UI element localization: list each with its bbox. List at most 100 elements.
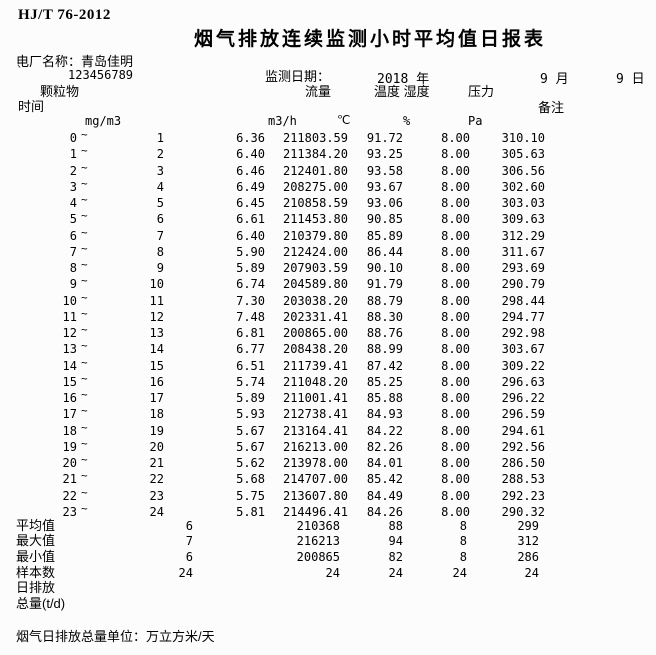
cell-dust: 6.40 [236, 147, 265, 162]
hour-range-tilde: ~ [81, 128, 88, 141]
cell-dust: 6.45 [236, 196, 265, 211]
cell-temp: 84.01 [366, 456, 403, 471]
hour-range-tilde: ~ [81, 404, 88, 418]
summary-row: 平均值 6 210368 88 8 299 [0, 518, 656, 534]
summary-row: 日排放 [0, 580, 656, 596]
cell-hour-start: 21 [62, 472, 77, 487]
cell-humidity: 8.00 [441, 358, 470, 373]
cell-hour-start: 8 [69, 261, 77, 276]
cell-pressure: 294.61 [501, 423, 545, 438]
cell-flow: 202331.41 [282, 309, 348, 324]
cell-humidity: 8.00 [441, 163, 470, 178]
cell-temp: 93.25 [366, 147, 403, 162]
cell-hour-start: 1 [69, 147, 77, 162]
cell-temp: 85.89 [366, 228, 403, 243]
cell-dust: 7 [185, 534, 193, 548]
cell-temp: 90.85 [366, 212, 403, 227]
cell-dust: 6.51 [236, 358, 265, 373]
cell-humidity: 8.00 [441, 423, 470, 438]
cell-pressure: 294.77 [501, 309, 545, 324]
table-row: 6 ~7 6.40 210379.80 85.89 8.00 312.29 [0, 226, 656, 244]
cell-flow: 213164.41 [282, 423, 348, 438]
cell-hour-end: 17 [149, 391, 164, 406]
cell-dust: 5.89 [236, 261, 265, 276]
cell-dust: 5.68 [236, 472, 265, 487]
hour-range-tilde: ~ [81, 306, 88, 320]
cell-humidity: 8.00 [441, 147, 470, 162]
cell-pressure: 303.03 [501, 196, 545, 211]
unit-temp: ℃ [337, 113, 351, 127]
cell-dust: 6.40 [236, 228, 265, 243]
cell-humidity: 8.00 [441, 407, 470, 422]
cell-hour-start: 10 [62, 293, 77, 308]
cell-flow: 210368 [296, 519, 340, 533]
hour-range-tilde: ~ [81, 436, 88, 450]
cell-dust: 6.77 [236, 342, 265, 357]
cell-hour-start: 14 [62, 358, 77, 373]
cell-pressure: 293.69 [501, 261, 545, 276]
cell-hour-end: 8 [156, 244, 164, 259]
cell-hour-start: 19 [62, 439, 77, 454]
cell-dust: 5.89 [236, 391, 265, 406]
cell-humidity: 8.00 [441, 326, 470, 341]
cell-hour-end: 22 [149, 472, 164, 487]
cell-pressure: 296.59 [501, 407, 545, 422]
cell-hour-start: 4 [69, 196, 77, 211]
cell-dust: 6.49 [236, 179, 265, 194]
cell-flow: 208438.20 [282, 342, 348, 357]
cell-hour-end: 14 [149, 342, 164, 357]
cell-pressure: 296.63 [501, 374, 545, 389]
summary-label: 日排放 [16, 580, 56, 595]
cell-temp: 94 [388, 534, 403, 548]
table-row: 11 ~12 7.48 202331.41 88.30 8.00 294.77 [0, 306, 656, 325]
column-header-pressure: 压力 [468, 84, 495, 99]
cell-temp: 90.10 [366, 261, 403, 276]
cell-pressure: 305.63 [501, 147, 545, 162]
table-row: 1 ~2 6.40 211384.20 93.25 8.00 305.63 [0, 144, 656, 162]
cell-humidity: 8 [459, 519, 467, 533]
cell-temp: 84.26 [366, 504, 403, 519]
cell-pressure: 309.22 [501, 358, 545, 373]
summary-row: 总量(t/d) [0, 596, 656, 612]
cell-dust: 6.74 [236, 277, 265, 292]
cell-flow: 212424.00 [282, 244, 348, 259]
cell-dust: 5.90 [236, 244, 265, 259]
hour-range-tilde: ~ [81, 355, 88, 369]
table-row: 9 ~10 6.74 204589.80 91.79 8.00 290.79 [0, 274, 656, 292]
column-header-flow: 流量 [305, 84, 332, 99]
cell-temp: 82.26 [366, 439, 403, 454]
table-row: 20 ~21 5.62 213978.00 84.01 8.00 286.50 [0, 453, 656, 471]
cell-hour-end: 6 [156, 212, 164, 227]
cell-flow: 203038.20 [282, 293, 348, 308]
date-day: 9 日 [616, 72, 645, 87]
cell-pressure: 290.79 [501, 277, 545, 292]
cell-humidity: 8.00 [441, 456, 470, 471]
cell-temp: 91.79 [366, 277, 403, 292]
cell-dust: 24 [178, 566, 193, 580]
cell-pressure: 292.23 [501, 488, 545, 503]
cell-pressure: 296.22 [501, 391, 545, 406]
cell-dust: 6.81 [236, 326, 265, 341]
table-row: 21 ~22 5.68 214707.00 85.42 8.00 288.53 [0, 469, 656, 487]
cell-humidity: 8.00 [441, 277, 470, 292]
cell-hour-end: 3 [156, 163, 164, 178]
hour-range-tilde: ~ [81, 388, 88, 402]
cell-temp: 85.25 [366, 374, 403, 389]
plant-name-value: 青岛佳明 [81, 54, 134, 69]
cell-hour-start: 20 [62, 456, 77, 471]
cell-temp: 93.67 [366, 179, 403, 194]
hour-range-tilde: ~ [81, 501, 88, 515]
cell-humidity: 8.00 [441, 439, 470, 454]
cell-temp: 82 [388, 550, 403, 564]
hour-range-tilde: ~ [81, 274, 88, 288]
cell-temp: 88.30 [366, 309, 403, 324]
cell-flow: 214707.00 [282, 472, 348, 487]
cell-dust: 5.75 [236, 488, 265, 503]
cell-temp: 87.42 [366, 358, 403, 373]
cell-hour-end: 11 [149, 293, 164, 308]
unit-flow: m3/h [268, 114, 297, 128]
plant-name-line: 电厂名称：青岛佳明 [16, 51, 133, 70]
cell-hour-end: 18 [149, 407, 164, 422]
cell-pressure: 292.56 [501, 439, 545, 454]
cell-flow: 212738.41 [282, 407, 348, 422]
